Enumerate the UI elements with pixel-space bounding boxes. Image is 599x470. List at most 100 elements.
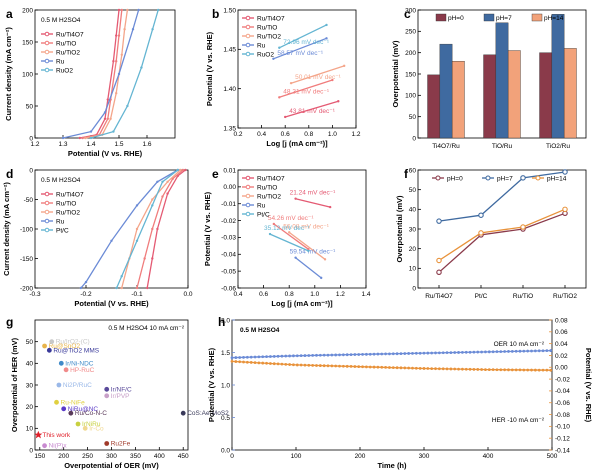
data-point: [522, 368, 526, 372]
point-label: IrNiRu: [82, 421, 101, 428]
data-point: [349, 353, 353, 357]
data-point: [399, 352, 403, 356]
plot-frame: [237, 169, 367, 289]
y-tick-label: 20: [409, 246, 417, 253]
data-point: [234, 356, 238, 359]
legend-swatch: [531, 13, 543, 22]
data-point: [230, 356, 234, 360]
data-point: [526, 349, 530, 353]
x-tick-label: 1.0: [310, 291, 319, 298]
y2-tick-label: 0.08: [555, 317, 568, 324]
data-point: [436, 218, 442, 224]
data-point: [395, 352, 399, 356]
panel-label: h: [218, 315, 225, 329]
data-point: [294, 256, 297, 259]
point-label: Ir/Ni-NDC: [65, 360, 93, 367]
legend-label: pH=14: [547, 176, 567, 183]
data-point: [106, 98, 110, 101]
point-label: NiRu@NC: [68, 406, 99, 413]
bar: [507, 50, 521, 139]
legend-marker: [435, 175, 441, 181]
data-point: [507, 368, 510, 372]
x-tick-label: 0.8: [304, 131, 313, 138]
data-point: [320, 276, 323, 280]
y-tick-label: 1.35: [223, 125, 236, 132]
data-point: [318, 364, 322, 367]
point-label: Ru2Fe: [111, 441, 131, 448]
data-point: [161, 195, 164, 198]
data-point: [272, 222, 276, 226]
literature-point: [54, 399, 59, 405]
literature-point: [104, 441, 110, 446]
panel-e: e 0.4 0.6 0.8 1.0 1.2 1.4 -0.06 -0.05 -0.04 -0.03 -…: [203, 167, 371, 308]
tafel-slope-label: 54.26 mV dec⁻¹: [268, 215, 315, 222]
x-tick-label: Ti4O7/Ru: [432, 143, 460, 150]
panel-f: f 0 10 20 30 40 50 60 Overpotential (mV) Ru/Ti4O7…: [395, 167, 587, 300]
x-tick-label: 0.2: [233, 131, 242, 138]
legend-swatch: [483, 13, 495, 22]
data-point: [166, 192, 169, 195]
data-point: [518, 349, 522, 353]
data-point: [115, 34, 118, 37]
legend-marker: [245, 51, 251, 57]
data-point: [303, 363, 307, 367]
panel-label: d: [6, 167, 13, 181]
data-point: [284, 354, 288, 358]
data-point: [289, 81, 293, 85]
y-tick-label: -0.06: [221, 285, 236, 292]
y-axis-label: Overpotential (mV): [391, 40, 400, 108]
data-point: [403, 366, 407, 370]
literature-point: [42, 443, 47, 449]
data-point: [422, 351, 426, 355]
data-point: [414, 366, 418, 370]
y-axis-label: Potential (V vs. RHE): [203, 191, 212, 266]
y-tick-label: -200: [20, 285, 33, 292]
data-point: [61, 136, 65, 140]
data-point: [545, 368, 549, 372]
data-point: [403, 352, 407, 355]
data-point: [499, 350, 503, 353]
data-point: [476, 350, 480, 354]
data-point: [426, 367, 430, 370]
data-point: [135, 239, 139, 242]
legend-label: Ru/TiO: [56, 40, 76, 47]
data-point: [307, 248, 310, 251]
data-point: [103, 111, 107, 114]
data-point: [372, 352, 376, 356]
data-point: [434, 351, 437, 355]
data-point: [238, 356, 242, 359]
literature-point: [82, 425, 88, 431]
x-tick-label: Pt/C: [475, 293, 488, 300]
data-point: [495, 350, 499, 354]
this-work-star: [34, 430, 43, 439]
data-point: [514, 368, 518, 372]
data-point: [380, 352, 384, 356]
x-tick-label: 150: [34, 453, 45, 460]
panel-h: h 0 100 200 300 400 500 0.0 0.5 1.0 1.5 2.0 -0.14 -0.…: [207, 315, 593, 470]
data-point: [545, 349, 549, 353]
tafel-line: [273, 223, 309, 250]
x-tick-label: 100: [291, 453, 302, 460]
data-point: [331, 78, 334, 82]
x-tick-label: 1.5: [114, 141, 123, 148]
bar: [539, 52, 553, 139]
data-point: [261, 355, 265, 359]
x-tick-label: -0.2: [80, 291, 92, 298]
tafel-slope-label: 56.08 mV dec⁻¹: [283, 223, 330, 230]
legend-label: RuO2: [257, 51, 274, 58]
data-point: [430, 367, 434, 370]
condition-note: 0.5 M H2SO4 10 mA cm⁻²: [108, 325, 185, 332]
point-label: Ru/IrO2-(C): [56, 339, 90, 346]
x-tick-label: 0.4: [257, 131, 266, 138]
y2-tick-label: -0.02: [555, 376, 570, 383]
data-point: [265, 361, 268, 365]
y-tick-label: 60: [409, 167, 417, 174]
y-tick-label: -0.05: [221, 268, 236, 275]
data-point: [495, 368, 499, 372]
y-tick-label: 0: [29, 167, 33, 174]
point-label: CoS:Ae-MoS2: [187, 410, 229, 417]
literature-point: [180, 410, 186, 416]
data-point: [330, 364, 334, 368]
data-point: [117, 72, 121, 76]
